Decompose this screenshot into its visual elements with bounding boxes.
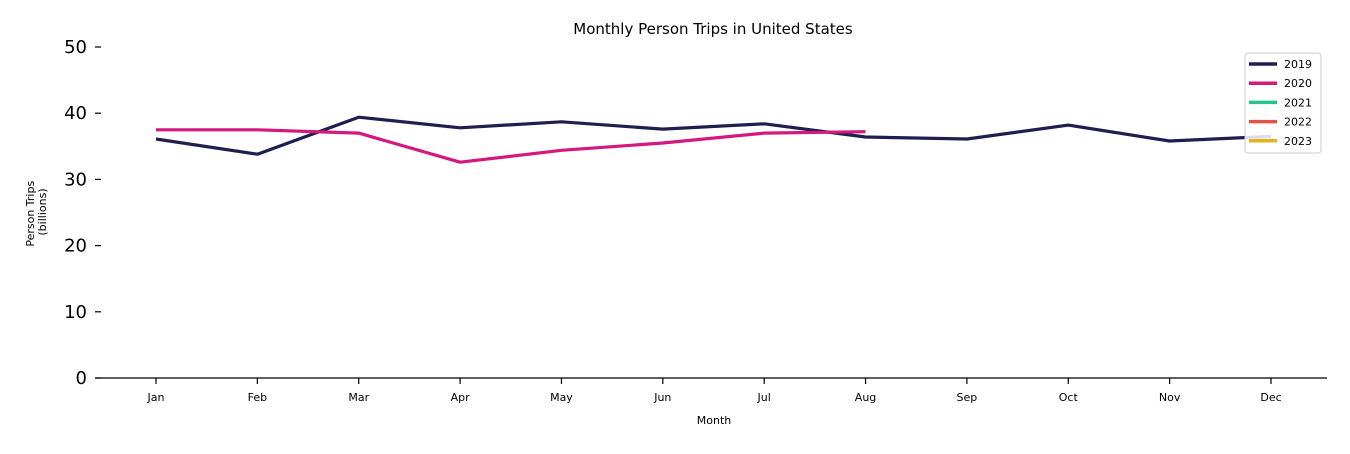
x-tick-label: Dec — [1260, 391, 1281, 404]
y-tick-label: 30 — [64, 169, 87, 190]
legend-box — [1244, 52, 1322, 154]
x-tick-label: Sep — [957, 391, 978, 404]
x-tick-label: Apr — [451, 391, 471, 404]
x-tick-label: Jun — [653, 391, 671, 404]
series-line-2019 — [155, 115, 1272, 156]
legend-label: 2023 — [1284, 135, 1312, 148]
y-tick-label: 20 — [64, 236, 87, 257]
y-axis-label-line-2: (billions) — [36, 188, 49, 235]
legend: 2019 2020 2021 2022 2023 — [1244, 52, 1322, 154]
series-line-2020 — [156, 128, 866, 164]
x-tick-label: Feb — [248, 391, 267, 404]
x-tick-label: May — [550, 391, 573, 404]
legend-label: 2021 — [1284, 96, 1312, 109]
y-tick-label: 10 — [64, 302, 87, 323]
x-tick-label: Nov — [1159, 391, 1181, 404]
y-tick-label: 0 — [76, 368, 87, 389]
y-tick-label: 50 — [64, 37, 87, 58]
legend-label: 2019 — [1284, 58, 1312, 71]
y-axis-label: Person Trips (billions) — [24, 177, 49, 246]
x-tick-label: Aug — [855, 391, 876, 404]
x-tick-label: Oct — [1059, 391, 1079, 404]
x-tick-label: Jul — [757, 391, 771, 404]
legend-label: 2020 — [1284, 77, 1312, 90]
x-tick-label: Jan — [147, 391, 165, 404]
x-tick-label: Mar — [348, 391, 369, 404]
y-axis-label-line-1: Person Trips — [24, 181, 37, 247]
y-tick-label: 40 — [64, 103, 87, 124]
chart-title: Monthly Person Trips in United States — [573, 20, 853, 38]
x-axis-label: Month — [697, 414, 732, 427]
legend-label: 2022 — [1284, 116, 1312, 129]
